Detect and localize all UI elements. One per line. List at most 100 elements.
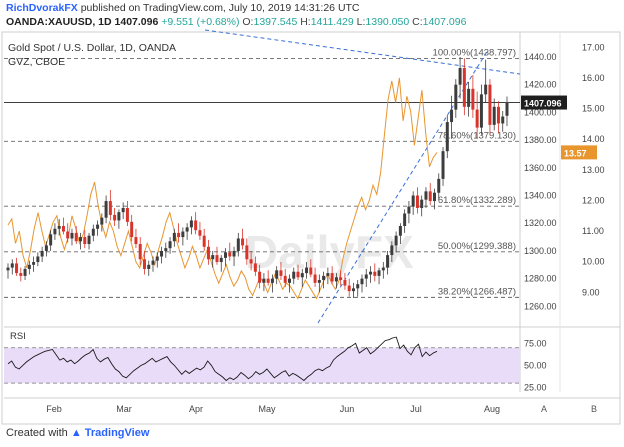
author-link[interactable]: RichDvorakFX: [6, 2, 78, 14]
ascending-trendline: [317, 49, 489, 324]
candle-body: [462, 68, 466, 107]
candle-body: [467, 88, 471, 107]
candle-body: [458, 68, 462, 85]
candle-body: [32, 262, 36, 265]
low-label: L:: [356, 16, 366, 28]
candle-body: [437, 178, 441, 193]
price-tick-label: 1340.00: [524, 191, 557, 201]
candle-body: [113, 214, 117, 221]
candle-body: [373, 271, 377, 276]
rsi-title: RSI: [10, 331, 26, 342]
candle-body: [279, 270, 283, 276]
candle-body: [57, 226, 61, 229]
fib-level-label: 50.00%(1299.388): [438, 241, 516, 252]
candle-body: [432, 192, 436, 202]
candle-body: [424, 191, 428, 200]
footer-brand[interactable]: TradingView: [84, 427, 150, 439]
candle-body: [258, 271, 262, 283]
candle-body: [398, 226, 402, 236]
low-value: 1390.050: [365, 16, 410, 28]
candle-body: [381, 267, 385, 271]
candle-body: [164, 248, 168, 251]
time-tick-label: Mar: [116, 404, 132, 414]
candle-body: [66, 231, 70, 239]
candle-body: [142, 259, 146, 269]
candle-body: [488, 84, 492, 125]
close-label: C:: [412, 16, 423, 28]
time-tick-label: Jul: [410, 404, 422, 414]
rsi-tick-label: 50.00: [524, 360, 547, 370]
gvz-tick-label: 9.00: [582, 287, 600, 297]
candle-body: [253, 263, 257, 272]
price-tick-label: 1400.00: [524, 107, 557, 117]
footer: Created with ▲ TradingView: [6, 427, 149, 439]
candle-body: [475, 109, 479, 128]
candle-body: [6, 267, 10, 271]
candle-body: [441, 151, 445, 179]
gvz-tick-label: 16.00: [582, 73, 605, 83]
open-label: O:: [242, 16, 254, 28]
candle-body: [121, 207, 125, 213]
candle-body: [428, 191, 432, 202]
price-value: 1407.096: [114, 16, 159, 28]
header-author-line: RichDvorakFX published on TradingView.co…: [6, 2, 360, 14]
candle-body: [334, 277, 338, 282]
tradingview-logo-icon: ▲: [70, 427, 82, 439]
candle-body: [309, 267, 313, 275]
gvz-tick-label: 12.00: [582, 195, 605, 205]
candle-body: [501, 116, 505, 124]
fib-level-label: 61.80%(1332.289): [438, 195, 516, 206]
axis-corner-a: A: [541, 404, 547, 414]
candle-body: [160, 250, 164, 257]
candle-body: [108, 201, 112, 215]
candle-body: [96, 224, 100, 229]
legend-sub: GVZ, CBOE: [8, 56, 65, 68]
chart-frame: [1, 31, 621, 425]
candle-body: [390, 245, 394, 256]
candle-body: [189, 220, 193, 228]
candle-body: [79, 237, 83, 242]
candle-body: [296, 271, 300, 278]
candle-body: [138, 244, 142, 260]
candle-body: [236, 238, 240, 251]
candle-body: [15, 263, 19, 274]
candle-body: [313, 274, 317, 283]
candle-body: [450, 109, 454, 123]
gvz-tick-label: 10.00: [582, 257, 605, 267]
candle-body: [377, 270, 381, 276]
candle-body: [343, 280, 347, 286]
time-tick-label: Apr: [189, 404, 203, 414]
candle-body: [356, 284, 360, 289]
candle-body: [322, 275, 326, 281]
candle-body: [228, 252, 232, 257]
candle-body: [40, 250, 44, 257]
symbol-label: OANDA:XAUUSD, 1D: [6, 16, 112, 28]
candle-body: [394, 235, 398, 246]
candle-body: [224, 252, 228, 258]
gvz-last-badge: [561, 145, 597, 160]
candle-body: [317, 280, 321, 283]
candle-body: [420, 199, 424, 208]
fib-level-label: 100.00%(1438.797): [433, 48, 516, 59]
candle-body: [74, 232, 78, 242]
fib-level-label: 38.20%(1266.487): [438, 286, 516, 297]
candle-body: [53, 228, 57, 235]
candle-body: [351, 288, 355, 292]
candle-body: [492, 106, 496, 125]
high-value: 1411.429: [310, 16, 354, 28]
open-value: 1397.545: [253, 16, 298, 28]
candle-body: [415, 195, 419, 208]
gvz-tick-label: 11.00: [582, 226, 604, 236]
candle-body: [177, 232, 181, 238]
price-tick-label: 1300.00: [524, 246, 557, 256]
candle-body: [23, 268, 27, 276]
price-tick-label: 1280.00: [524, 274, 557, 284]
candle-body: [219, 257, 223, 263]
candle-body: [364, 274, 368, 279]
candle-body: [83, 237, 87, 245]
candle-body: [275, 270, 279, 279]
candle-body: [117, 212, 121, 221]
candle-body: [27, 264, 31, 269]
published-text: published on TradingView.com, July 10, 2…: [80, 2, 360, 14]
